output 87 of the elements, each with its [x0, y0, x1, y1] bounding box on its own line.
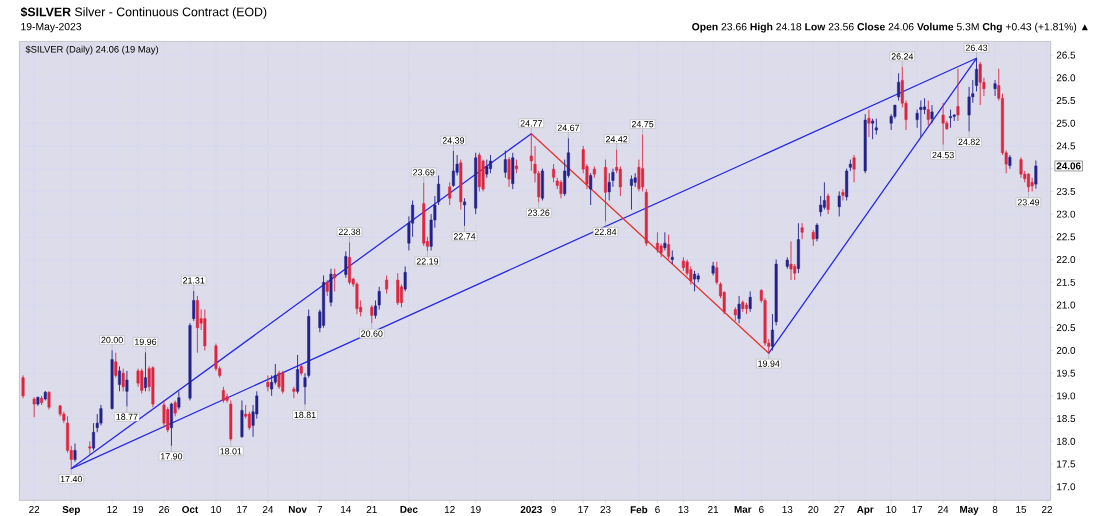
y-tick-label: 20.0: [1056, 346, 1076, 354]
text: Open 23.66 High 24.18 Low 23.56 Close 24.06 Volume 5.3M Chg +0.43 (+1.81%) ▲: [692, 22, 1088, 33]
x-tick-label: 2023: [520, 505, 542, 513]
annotation: 26.24: [891, 53, 914, 60]
x-tick-label: 26: [159, 505, 170, 513]
annotation: 19.96: [135, 338, 157, 345]
x-tick-label: 24: [938, 505, 949, 513]
annotation: 17.40: [60, 475, 83, 483]
x-tick-label: Feb: [630, 505, 648, 514]
x-tick-label: 8: [992, 505, 998, 513]
y-tick-label: 23.0: [1056, 210, 1076, 218]
x-tick-label: 13: [782, 505, 793, 513]
x-tick-label: 21: [366, 505, 377, 513]
x-tick-label: 21: [708, 505, 719, 513]
y-tick-label: 18.0: [1057, 437, 1076, 445]
x-tick-label: May: [960, 505, 979, 515]
x-tick-label: 19: [133, 505, 144, 513]
annotation: 24.67: [557, 124, 580, 131]
y-tick-label: 22.5: [1056, 233, 1076, 241]
chart-title: $SILVER Silver - Continuous Contract (EOD): [20, 6, 267, 19]
x-tick-label: 17: [237, 505, 247, 513]
annotation: 22.74: [453, 233, 476, 240]
annotation: 19.94: [758, 360, 780, 367]
annotation: 23.49: [1017, 199, 1040, 206]
text: 24.06: [1056, 162, 1081, 170]
x-tick-label: 15: [1016, 505, 1027, 513]
y-tick-label: 23.5: [1056, 187, 1076, 195]
y-tick-label: 24.5: [1056, 142, 1076, 150]
annotation: 23.69: [413, 169, 435, 176]
y-tick-label: 21.5: [1056, 278, 1076, 286]
annotation: 24.82: [958, 138, 980, 145]
x-tick-label: 12: [444, 505, 455, 513]
annotation: 24.53: [932, 151, 954, 159]
x-tick-label: Dec: [400, 505, 418, 513]
annotation: 24.75: [631, 120, 654, 128]
x-tick-label: 20: [808, 505, 819, 513]
x-tick-label: 22: [29, 505, 40, 513]
annotation: 26.43: [965, 44, 988, 51]
annotation: 24.77: [520, 120, 542, 127]
annotation: 22.19: [416, 258, 439, 265]
x-tick-label: Nov: [288, 505, 307, 513]
x-tick-label: 13: [678, 505, 689, 513]
annotation: 21.31: [183, 277, 205, 284]
x-tick-label: 14: [341, 505, 352, 513]
annotation: 20.60: [361, 330, 383, 337]
y-tick-label: 18.5: [1057, 415, 1076, 422]
annotation: 18.77: [116, 413, 138, 420]
x-tick-label: 6: [655, 505, 660, 513]
y-tick-label: 17.5: [1057, 460, 1076, 468]
x-tick-label: Sep: [62, 505, 80, 515]
x-tick-label: 7: [317, 505, 323, 513]
chart-subtitle: 19-May-2023: [21, 22, 82, 33]
x-tick-label: 17: [578, 505, 589, 513]
annotation: 20.00: [101, 336, 123, 344]
annotation: 22.84: [594, 228, 617, 235]
annotation: $SILVER (Daily) 24.06 (19 May): [25, 45, 159, 55]
y-tick-label: 25.5: [1056, 96, 1076, 104]
x-tick-label: 27: [834, 505, 845, 513]
x-tick-label: 17: [912, 505, 923, 513]
y-tick-label: 25.0: [1056, 119, 1076, 127]
x-tick-label: 22: [1042, 505, 1052, 513]
x-tick-label: 10: [886, 505, 897, 513]
y-tick-label: 19.5: [1057, 369, 1076, 377]
annotation: 23.26: [528, 209, 550, 216]
x-tick-label: Mar: [734, 505, 752, 513]
annotation: 18.81: [294, 411, 316, 419]
y-tick-label: 19.0: [1057, 392, 1076, 400]
y-tick-label: 22.0: [1056, 255, 1076, 263]
annotation: 22.38: [338, 228, 361, 235]
y-tick-label: 20.5: [1056, 324, 1076, 332]
x-tick-label: 9: [551, 505, 556, 513]
x-tick-label: 23: [600, 505, 611, 513]
annotation: 24.39: [442, 137, 465, 144]
annotation: 18.01: [220, 448, 242, 455]
x-tick-label: 19: [470, 505, 481, 513]
x-tick-label: 6: [759, 505, 764, 513]
y-tick-label: 21.0: [1056, 301, 1076, 309]
y-tick-label: 26.5: [1056, 51, 1076, 59]
annotation: 17.90: [161, 453, 183, 460]
x-tick-label: 24: [262, 505, 274, 513]
x-tick-label: Oct: [182, 505, 199, 513]
y-tick-label: 17.0: [1057, 483, 1076, 491]
x-tick-label: 10: [211, 505, 222, 513]
annotation: 24.42: [605, 136, 628, 143]
y-tick-label: 26.0: [1056, 74, 1076, 82]
x-tick-label: Apr: [856, 505, 874, 515]
x-tick-label: 12: [107, 505, 118, 513]
